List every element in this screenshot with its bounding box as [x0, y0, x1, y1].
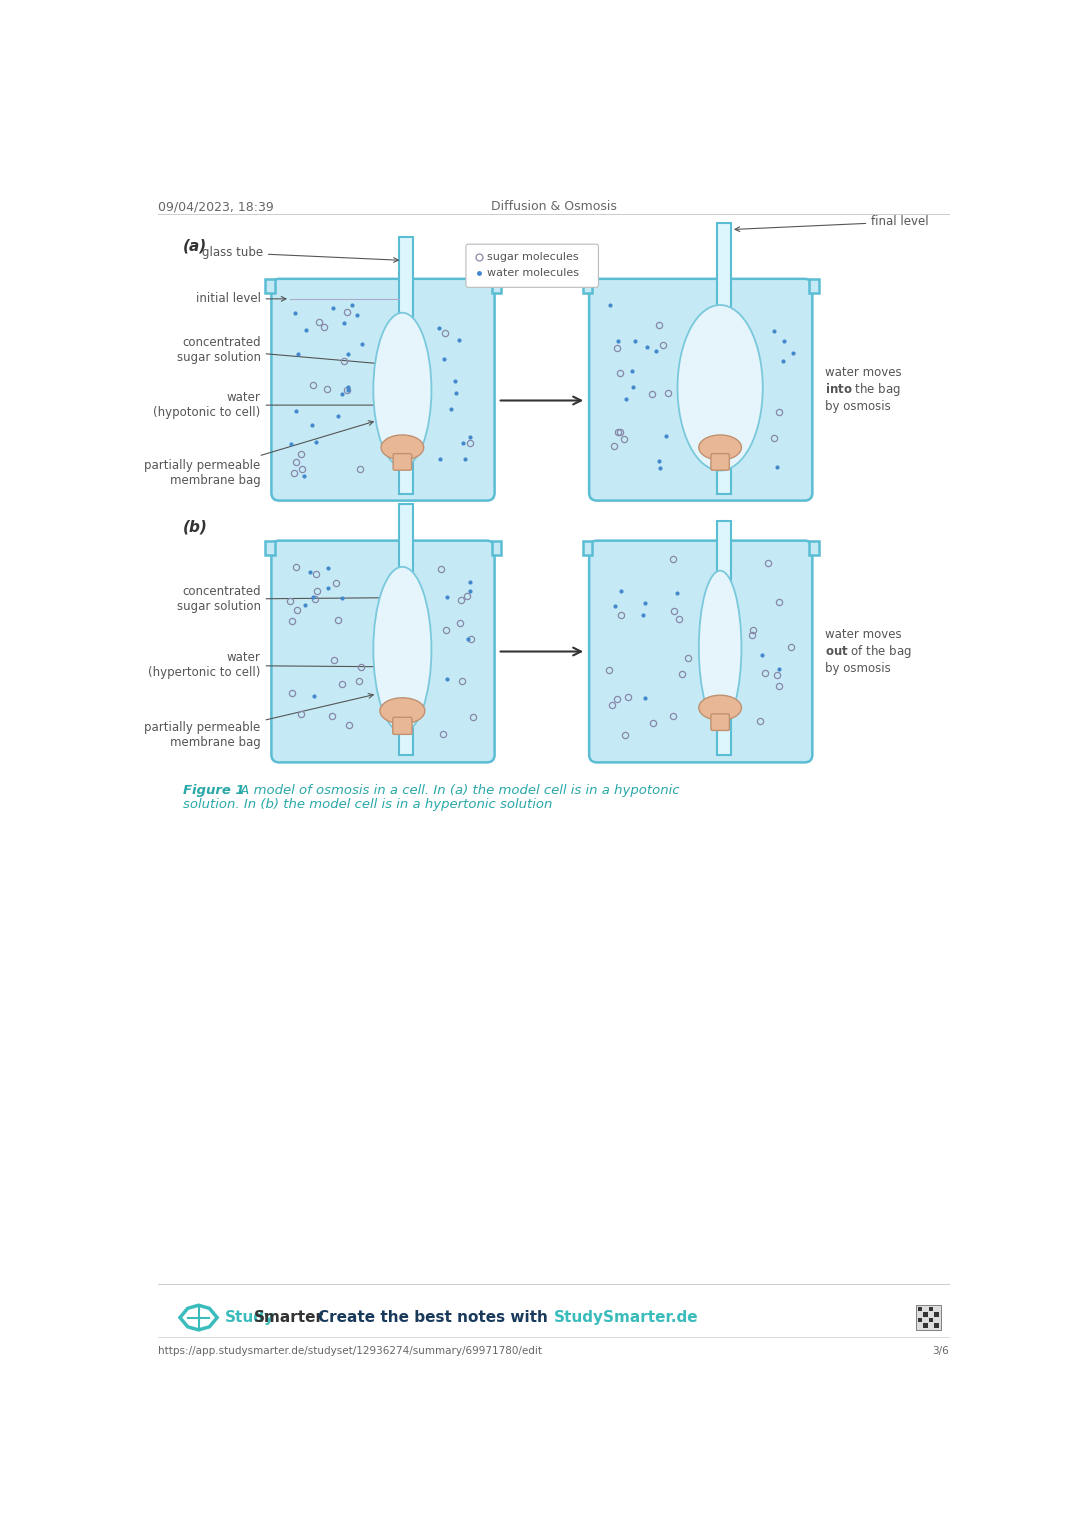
Bar [717, 521, 731, 755]
Text: Create the best notes with: Create the best notes with [319, 1309, 554, 1325]
Bar [491, 278, 501, 293]
Text: water
(hypotonic to cell): water (hypotonic to cell) [153, 391, 402, 419]
Bar [809, 541, 819, 555]
FancyBboxPatch shape [590, 278, 812, 501]
Ellipse shape [374, 567, 431, 732]
FancyBboxPatch shape [711, 454, 729, 471]
FancyBboxPatch shape [393, 454, 411, 471]
Text: StudySmarter.de: StudySmarter.de [554, 1309, 698, 1325]
Bar [929, 1306, 933, 1311]
Bar [583, 541, 592, 555]
Text: Smarter: Smarter [254, 1309, 324, 1325]
Text: initial level: initial level [195, 292, 286, 306]
Ellipse shape [699, 695, 742, 720]
Text: Study: Study [225, 1309, 275, 1325]
Bar [717, 223, 731, 494]
Text: 09/04/2023, 18:39: 09/04/2023, 18:39 [159, 200, 274, 214]
Text: water moves
$\mathit{\mathbf{into}}$ the bag
by osmosis: water moves $\mathit{\mathbf{into}}$ the… [825, 367, 902, 414]
Bar [491, 541, 501, 555]
Ellipse shape [699, 435, 742, 460]
Bar [918, 1317, 922, 1322]
Text: (b): (b) [183, 520, 208, 535]
Text: solution. In (b) the model cell is in a hypertonic solution: solution. In (b) the model cell is in a … [183, 798, 553, 811]
FancyBboxPatch shape [590, 541, 812, 762]
FancyBboxPatch shape [465, 244, 598, 287]
Ellipse shape [374, 313, 431, 466]
Bar [583, 278, 592, 293]
Bar [400, 504, 414, 755]
Ellipse shape [677, 306, 762, 471]
Bar [918, 1306, 922, 1311]
Text: water molecules: water molecules [487, 267, 579, 278]
Text: concentrated
sugar solution: concentrated sugar solution [176, 336, 410, 368]
Bar [916, 1305, 941, 1329]
Text: Diffusion & Osmosis: Diffusion & Osmosis [490, 200, 617, 214]
Text: concentrated
sugar solution: concentrated sugar solution [176, 585, 394, 613]
Text: sugar molecules: sugar molecules [487, 252, 579, 263]
Text: A model of osmosis in a cell. In (a) the model cell is in a hypotonic: A model of osmosis in a cell. In (a) the… [235, 784, 679, 798]
Text: (a): (a) [183, 238, 207, 254]
Bar [266, 541, 274, 555]
Ellipse shape [380, 698, 424, 724]
FancyBboxPatch shape [271, 278, 495, 501]
Bar [809, 278, 819, 293]
Text: https://app.studysmarter.de/studyset/12936274/summary/69971780/edit: https://app.studysmarter.de/studyset/129… [159, 1346, 542, 1355]
Text: glass tube: glass tube [202, 246, 399, 263]
Bar [923, 1313, 928, 1317]
Bar [923, 1323, 928, 1328]
Text: partially permeable
membrane bag: partially permeable membrane bag [145, 694, 374, 749]
Bar [934, 1323, 939, 1328]
Ellipse shape [699, 570, 742, 724]
Ellipse shape [381, 435, 423, 460]
FancyBboxPatch shape [393, 717, 411, 735]
Text: Figure 1: Figure 1 [183, 784, 245, 798]
Bar [934, 1313, 939, 1317]
Text: partially permeable
membrane bag: partially permeable membrane bag [145, 420, 374, 487]
Text: water moves
$\mathit{\mathbf{out}}$ of the bag
by osmosis: water moves $\mathit{\mathbf{out}}$ of t… [825, 628, 912, 675]
Bar [266, 278, 274, 293]
Text: 3/6: 3/6 [932, 1346, 948, 1355]
Bar [929, 1317, 933, 1322]
Text: water
(hypertonic to cell): water (hypertonic to cell) [148, 651, 402, 680]
FancyBboxPatch shape [711, 714, 729, 730]
Text: final level: final level [735, 215, 929, 232]
FancyBboxPatch shape [271, 541, 495, 762]
Bar [400, 237, 414, 494]
